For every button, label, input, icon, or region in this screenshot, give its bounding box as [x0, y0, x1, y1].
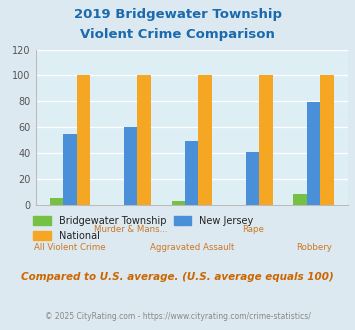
Bar [77, 75, 90, 205]
Bar [137, 75, 151, 205]
Bar [171, 201, 185, 205]
Bar [198, 75, 212, 205]
Bar [307, 103, 320, 205]
Text: Compared to U.S. average. (U.S. average equals 100): Compared to U.S. average. (U.S. average … [21, 272, 334, 282]
Bar [63, 134, 77, 205]
Text: All Violent Crime: All Violent Crime [34, 244, 106, 252]
Bar [124, 127, 137, 205]
Text: Rape: Rape [242, 225, 263, 234]
Bar [246, 151, 260, 205]
Text: Aggravated Assault: Aggravated Assault [149, 244, 234, 252]
Bar [294, 194, 307, 205]
Bar [50, 198, 63, 205]
Text: 2019 Bridgewater Township: 2019 Bridgewater Township [73, 8, 282, 21]
Text: Robbery: Robbery [296, 244, 332, 252]
Bar [320, 75, 334, 205]
Text: © 2025 CityRating.com - https://www.cityrating.com/crime-statistics/: © 2025 CityRating.com - https://www.city… [45, 312, 310, 321]
Legend: Bridgewater Township, National, New Jersey: Bridgewater Township, National, New Jers… [33, 216, 253, 241]
Bar [260, 75, 273, 205]
Bar [185, 141, 198, 205]
Text: Violent Crime Comparison: Violent Crime Comparison [80, 28, 275, 41]
Text: Murder & Mans...: Murder & Mans... [94, 225, 168, 234]
